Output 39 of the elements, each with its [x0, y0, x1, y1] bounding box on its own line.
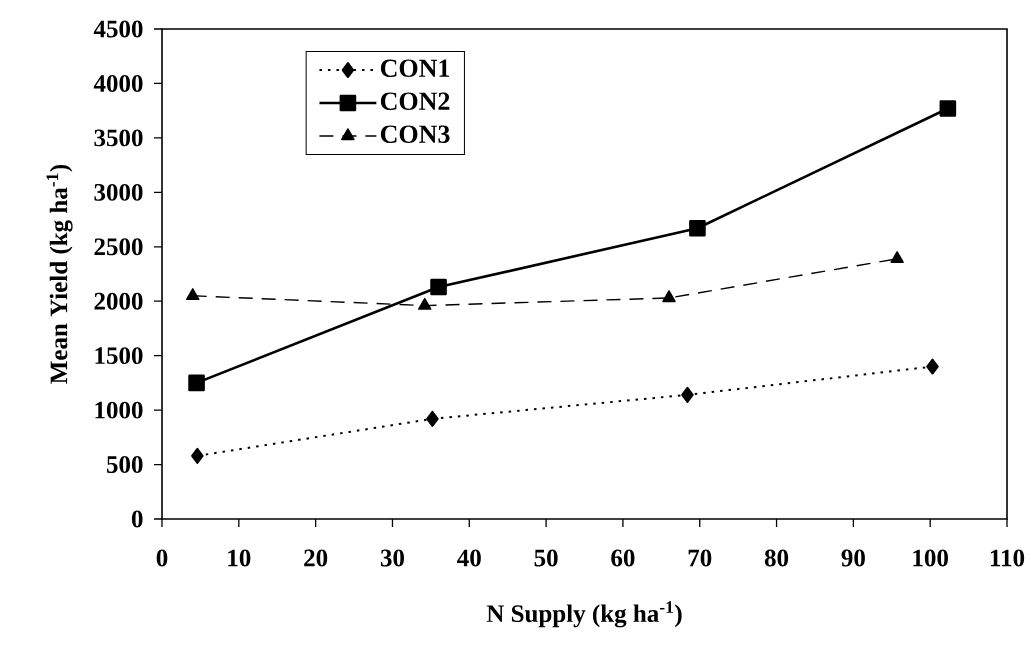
y-tick-label: 3500: [94, 129, 143, 147]
point: [939, 100, 957, 117]
x-tick-label: 0: [156, 549, 168, 567]
y-axis-title: Mean Yield (kg ha$^{-1}$): [46, 164, 73, 384]
x-axis-title: N Supply (kg ha$^{-1}$): [486, 601, 682, 628]
x-tick-label: 10: [228, 549, 251, 567]
y-tick-label: 1500: [95, 347, 143, 365]
point: [417, 297, 432, 310]
x-tick-label: 50: [534, 549, 558, 567]
x-tick-label: 40: [457, 549, 481, 567]
point: [188, 374, 205, 392]
point: [662, 290, 676, 303]
y-tick-label: 4500: [93, 20, 143, 38]
legend-label: CON3: [380, 125, 450, 143]
point: [689, 219, 706, 237]
y-tick-label: 1000: [95, 401, 143, 419]
point: [926, 358, 939, 375]
legend-label: CON2: [380, 92, 450, 110]
point: [890, 251, 904, 263]
y-tick-label: 2500: [94, 238, 143, 256]
x-tick-label: 20: [304, 549, 328, 567]
y-tick-label: 2000: [94, 292, 143, 310]
point: [426, 410, 439, 427]
x-tick-label: 90: [841, 549, 865, 567]
y-tick-label: 0: [131, 510, 143, 528]
point: [430, 278, 447, 296]
y-tick-label: 3000: [94, 183, 143, 201]
point: [185, 288, 200, 300]
x-tick-label: 100: [913, 549, 948, 567]
y-tick-label: 4000: [93, 75, 143, 92]
y-tick-label: 500: [106, 456, 143, 473]
point: [191, 447, 204, 464]
x-tick-label: 110: [990, 549, 1025, 567]
x-tick-label: 80: [764, 549, 789, 567]
x-tick-label: 60: [611, 549, 635, 567]
x-tick-label: 30: [380, 549, 404, 567]
legend-label: CON1: [380, 59, 450, 78]
x-tick-label: 70: [688, 549, 712, 567]
point: [681, 386, 694, 403]
